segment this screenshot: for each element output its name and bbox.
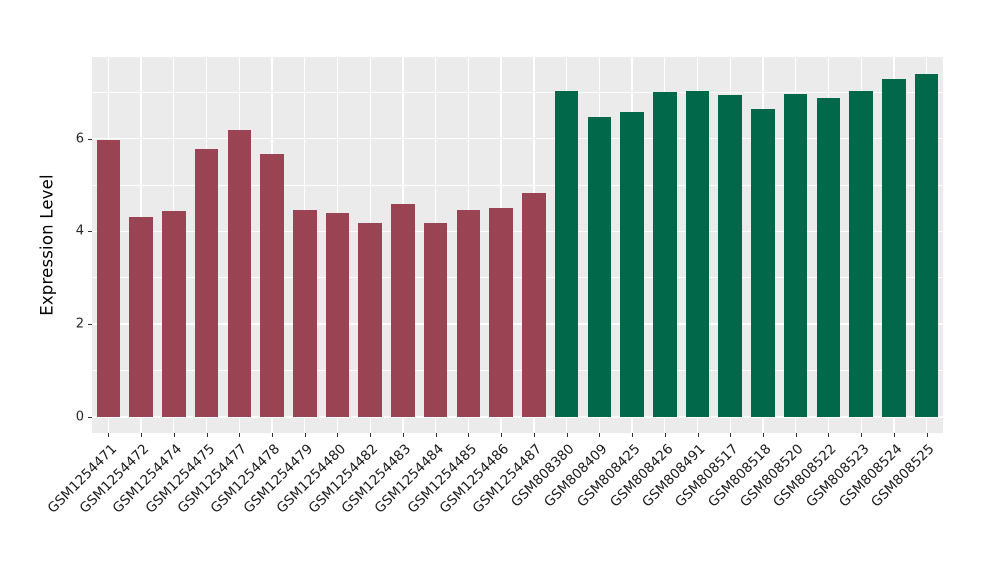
bar-GSM808520	[783, 93, 808, 417]
bar-GSM1254487	[522, 193, 546, 417]
y-tick-label: 4	[75, 223, 84, 239]
bar-GSM1254472	[129, 217, 153, 417]
x-tick-mark	[893, 433, 895, 437]
bar-GSM808523	[849, 91, 873, 417]
x-tick-mark	[370, 433, 372, 437]
x-tick-mark	[730, 433, 732, 437]
bar-GSM808525	[914, 73, 939, 417]
x-tick-mark	[632, 433, 634, 437]
gridline-major	[92, 230, 943, 233]
gridline-major	[92, 137, 943, 140]
bar-GSM808517	[718, 94, 743, 417]
y-axis-title: Expression Level	[37, 174, 57, 316]
bar-GSM1254480	[325, 212, 350, 417]
bar-GSM1254479	[292, 210, 317, 417]
x-tick-mark	[468, 433, 470, 437]
bar-GSM1254482	[358, 222, 382, 417]
x-tick-mark	[337, 433, 339, 437]
x-tick-mark	[402, 433, 404, 437]
y-tick-mark	[88, 417, 92, 418]
x-tick-mark	[239, 433, 241, 437]
x-tick-mark	[926, 433, 928, 437]
gridline-major	[92, 323, 943, 325]
x-tick-mark	[599, 433, 601, 437]
y-tick-label: 0	[75, 409, 84, 425]
y-tick-label: 6	[75, 131, 84, 147]
gridline-major	[92, 416, 943, 418]
bar-GSM808518	[751, 108, 775, 417]
gridline-minor	[92, 184, 943, 186]
bar-GSM1254478	[260, 154, 284, 417]
bar-GSM808409	[587, 116, 612, 417]
x-tick-mark	[566, 433, 568, 437]
bar-GSM1254471	[96, 139, 121, 417]
x-tick-mark	[861, 433, 863, 437]
bar-GSM1254483	[391, 203, 415, 417]
bar-GSM808380	[554, 90, 579, 417]
bar-GSM1254475	[194, 148, 219, 417]
gridline-minor	[92, 277, 943, 279]
x-tick-mark	[664, 433, 666, 437]
x-tick-mark	[141, 433, 143, 437]
bar-GSM1254486	[489, 208, 513, 417]
y-tick-mark	[88, 138, 92, 140]
bar-GSM1254485	[456, 209, 481, 417]
bar-GSM1254474	[162, 210, 186, 417]
y-tick-mark	[88, 231, 92, 233]
x-tick-mark	[501, 433, 503, 437]
bar-GSM808524	[882, 79, 906, 417]
x-tick-mark	[304, 433, 306, 437]
gridline-minor	[92, 370, 943, 371]
x-tick-mark	[173, 433, 175, 437]
bar-GSM808491	[685, 90, 710, 417]
bar-GSM808425	[620, 111, 644, 417]
x-tick-mark	[795, 433, 797, 437]
gridline-minor	[92, 91, 943, 93]
bar-GSM808522	[816, 98, 841, 417]
x-tick-mark	[272, 433, 274, 437]
x-tick-mark	[533, 433, 535, 437]
bar-GSM1254477	[227, 130, 252, 417]
y-tick-label: 2	[75, 316, 84, 332]
bar-GSM808426	[653, 92, 677, 417]
x-tick-mark	[828, 433, 830, 437]
y-tick-mark	[88, 324, 92, 326]
x-tick-mark	[206, 433, 208, 437]
plot-panel	[92, 57, 943, 433]
x-tick-mark	[108, 433, 110, 437]
x-tick-mark	[762, 433, 764, 437]
bar-GSM1254484	[423, 222, 448, 417]
x-tick-mark	[697, 433, 699, 437]
x-tick-mark	[435, 433, 437, 437]
